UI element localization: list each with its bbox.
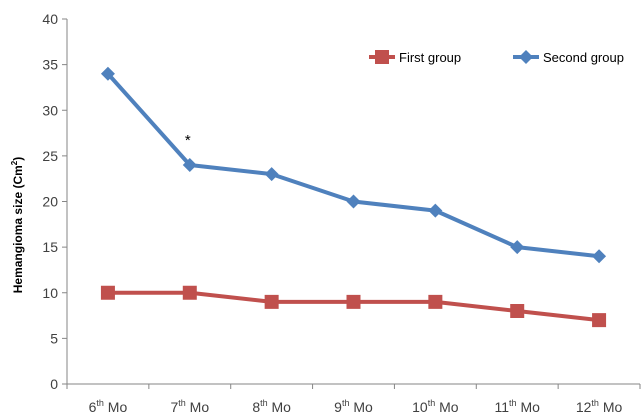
x-tick-label: 10th Mo [412, 398, 459, 415]
y-tick-label: 40 [42, 11, 58, 27]
data-point [428, 294, 443, 309]
series-1 [100, 285, 607, 328]
x-tick-label: 7th Mo [170, 398, 209, 415]
legend-label: First group [399, 50, 461, 65]
data-point [264, 167, 279, 182]
x-tick-label: 11th Mo [495, 398, 541, 415]
y-tick-label: 20 [42, 194, 58, 210]
y-axis-ticks: 0 5 10 15 20 25 30 35 40 [42, 11, 67, 392]
x-tick-label: 8th Mo [252, 398, 291, 415]
data-point [428, 203, 443, 218]
y-tick-label: 0 [50, 376, 58, 392]
data-point [592, 313, 607, 328]
series-2 [100, 66, 607, 264]
legend-marker [375, 50, 389, 64]
series-line [106, 72, 600, 259]
y-axis-label: Hemangioma size (Cm2) [10, 157, 25, 294]
data-point [510, 304, 525, 318]
y-tick-label: 10 [42, 285, 58, 301]
x-tick-label: 9th Mo [334, 398, 373, 415]
legend-label: Second group [543, 50, 624, 65]
legend-item: First group [369, 50, 461, 65]
data-point [264, 294, 279, 309]
x-tick-label: 6th Mo [89, 398, 128, 415]
data-point [510, 240, 525, 255]
x-tick-label: 12th Mo [576, 398, 623, 415]
y-tick-label: 15 [42, 239, 58, 255]
significance-marker: * [185, 132, 191, 149]
data-point [182, 158, 197, 172]
y-tick-label: 30 [42, 102, 58, 118]
legend-item: Second group [513, 50, 624, 65]
data-point [100, 66, 115, 81]
x-axis-ticks: 6th Mo 7th Mo 8th Mo 9th Mo 10th Mo 11th Mo 12… [66, 384, 641, 415]
y-tick-label: 25 [42, 148, 58, 164]
y-tick-label: 35 [42, 57, 58, 73]
annotations: * [185, 132, 191, 149]
data-point [592, 249, 607, 264]
data-point [346, 194, 361, 209]
series-layer [100, 66, 607, 328]
data-point [182, 285, 197, 300]
y-tick-label: 5 [50, 330, 58, 346]
data-point [346, 294, 361, 309]
data-point [100, 285, 115, 300]
legend: First group Second group [369, 50, 624, 65]
legend-marker [519, 50, 533, 64]
